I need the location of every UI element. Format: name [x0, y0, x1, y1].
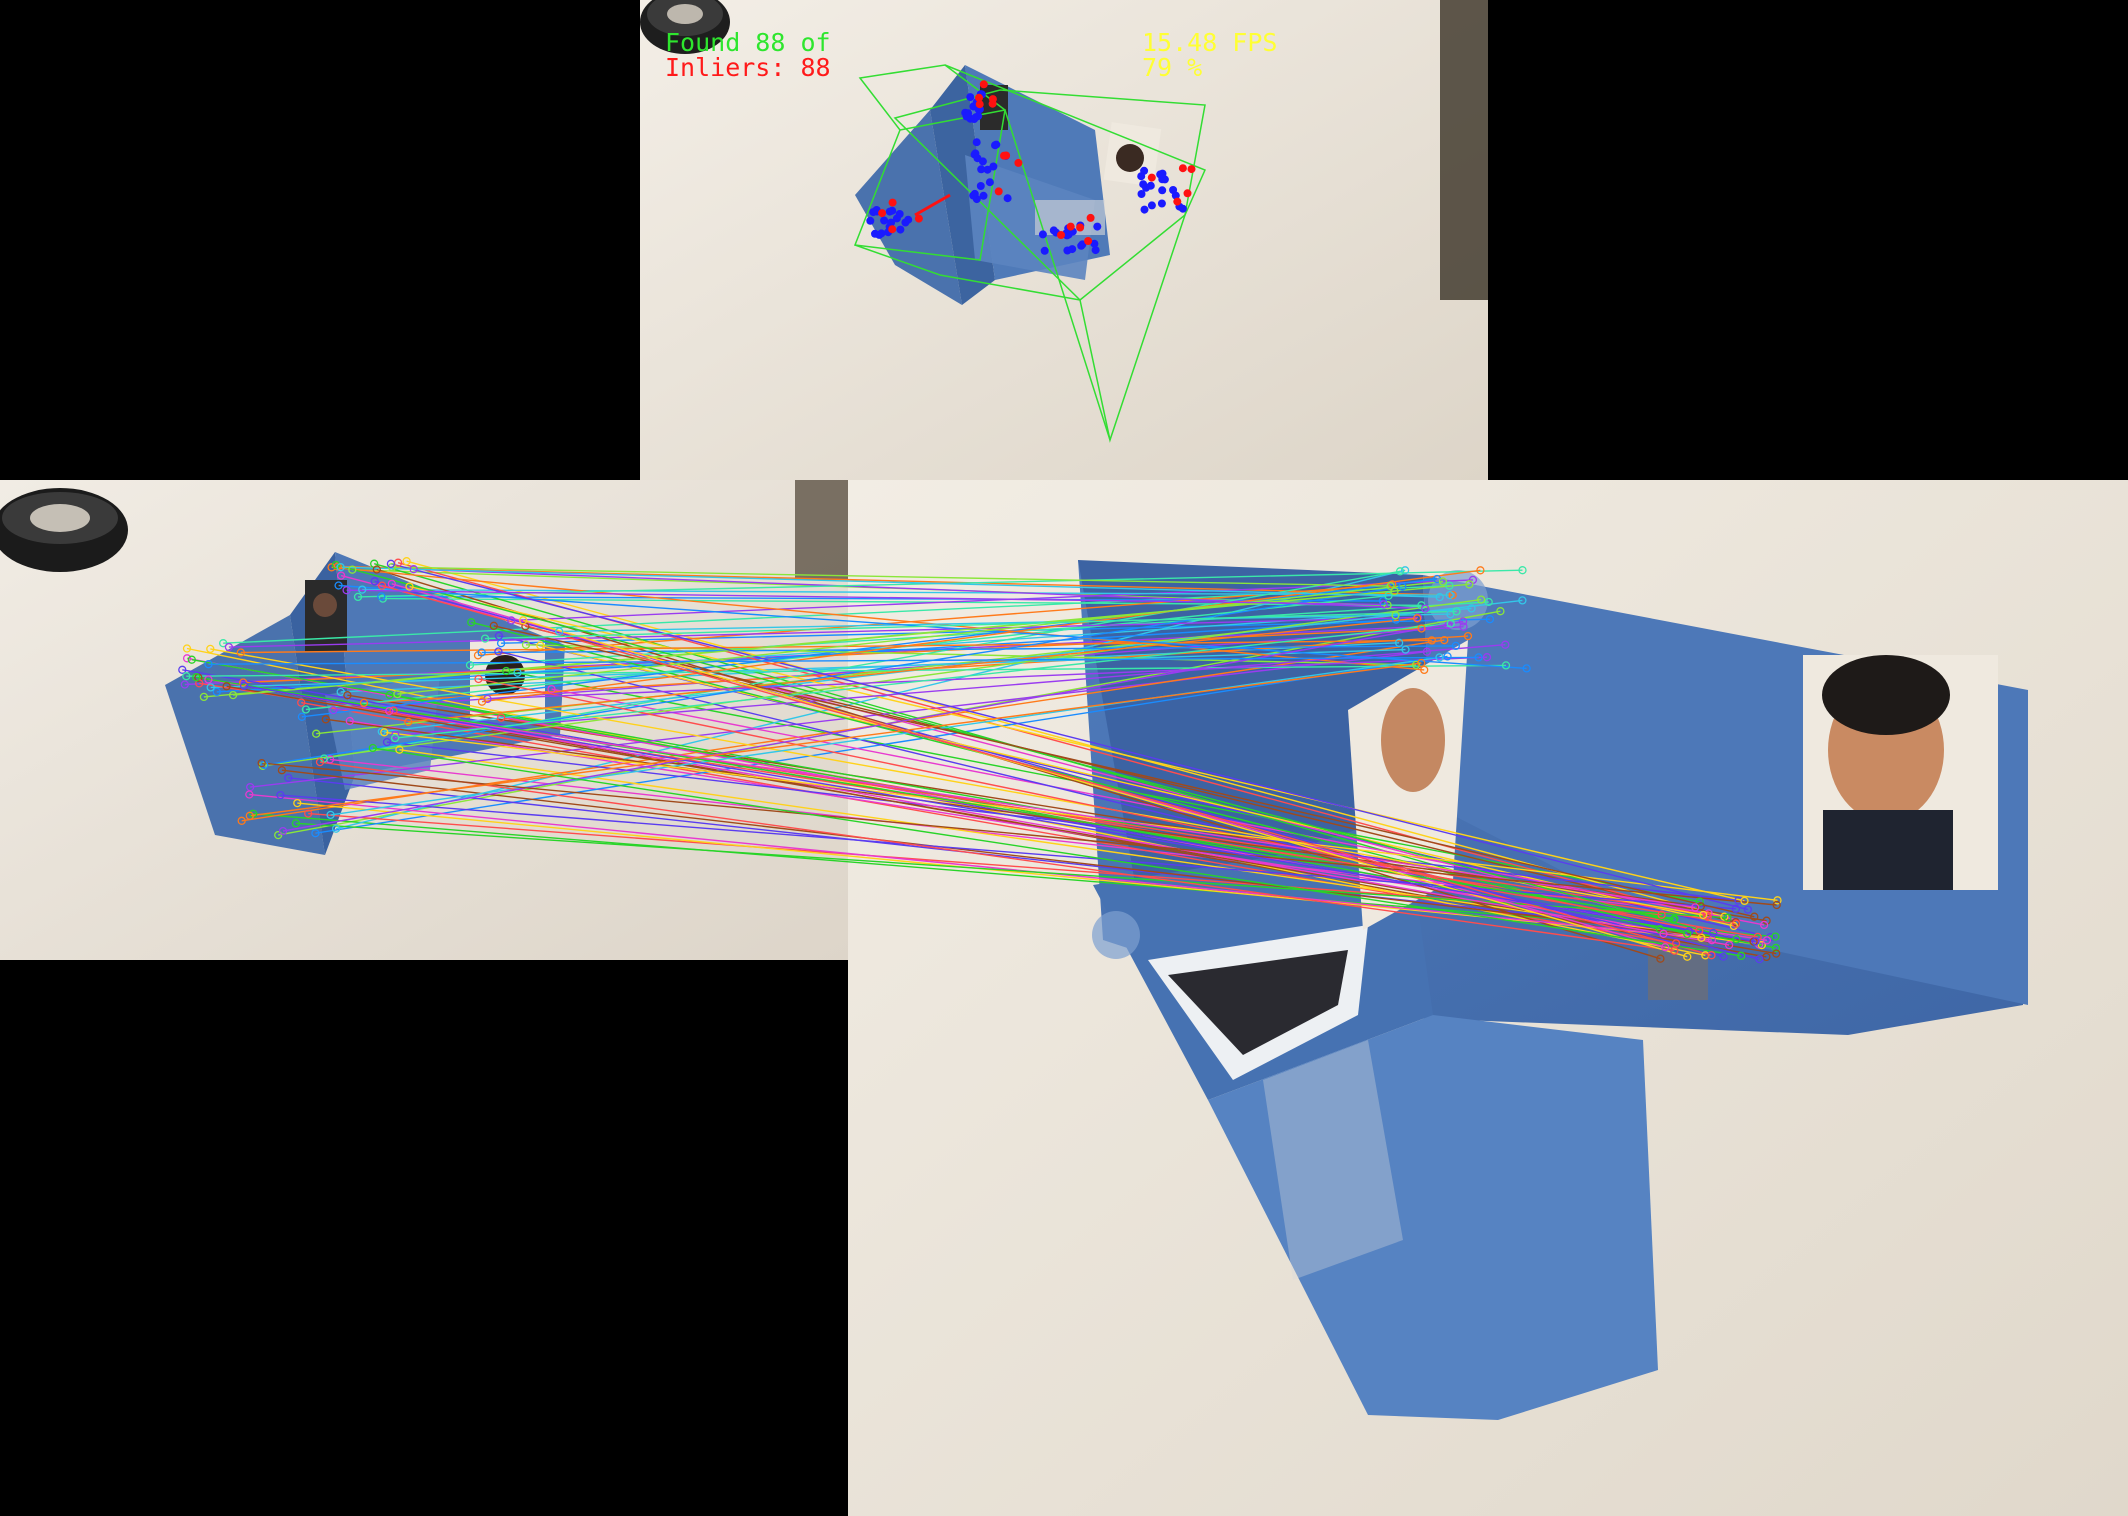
- found-matches-text: Found 88 of 111 matches: [665, 28, 848, 57]
- inlier-point: [972, 138, 981, 147]
- inlier-point: [1068, 245, 1077, 254]
- outlier-point: [1178, 164, 1187, 173]
- pose-axis: [914, 193, 951, 217]
- pose-box-edge: [944, 64, 1207, 216]
- inlier-point: [1093, 222, 1102, 231]
- inlier-point: [989, 162, 998, 171]
- tape-roll-icon: [0, 488, 128, 572]
- outlier-point: [975, 93, 983, 102]
- fps-text: 15.48 FPS: [1142, 28, 1277, 57]
- outlier-point: [979, 80, 988, 89]
- inlier-point: [1137, 190, 1146, 198]
- inlier-point: [866, 216, 875, 225]
- reference-scene: [0, 480, 848, 960]
- pose-box-edge: [854, 214, 1186, 443]
- inlier-point: [1158, 186, 1167, 195]
- outlier-point: [1066, 222, 1075, 231]
- inlier-point: [887, 218, 896, 227]
- inlier-point: [976, 182, 985, 190]
- inlier-point: [880, 216, 889, 225]
- inlier-point: [983, 165, 992, 174]
- inlier-ratio-text: 79 %: [1142, 53, 1202, 82]
- inlier-point: [885, 207, 894, 216]
- outlier-points: [878, 80, 1196, 245]
- inlier-point: [869, 208, 878, 217]
- outlier-point: [1147, 173, 1156, 182]
- inlier-point: [977, 165, 986, 174]
- hud-layer: Found 88 of 111 matches Inliers: 88 - Ou…: [665, 28, 848, 82]
- outlier-point: [878, 209, 887, 218]
- inlier-point: [1157, 199, 1166, 208]
- outlier-point: [1086, 213, 1095, 222]
- outlier-point: [1084, 237, 1093, 245]
- university-logo-icon: [1428, 570, 1488, 630]
- inlier-point: [1140, 205, 1149, 214]
- outlier-point: [888, 198, 897, 207]
- inliers-outliers-text: Inliers: 88 - Outliers: 23: [665, 53, 848, 82]
- table-edge: [795, 480, 848, 580]
- university-logo-icon: [1092, 911, 1140, 959]
- outlier-point: [888, 225, 897, 234]
- inlier-point: [970, 189, 979, 198]
- pose-overlay: [853, 64, 1207, 443]
- inlier-point: [1003, 194, 1012, 203]
- inlier-point: [985, 178, 994, 187]
- tracking-scene: [640, 0, 1488, 480]
- outlier-point: [1076, 223, 1085, 232]
- inlier-point: [979, 191, 988, 200]
- outlier-point: [1173, 197, 1182, 206]
- outlier-point: [1187, 165, 1196, 174]
- inlier-point: [1146, 181, 1155, 190]
- inlier-point: [1091, 246, 1100, 255]
- outlier-point: [1000, 151, 1008, 160]
- portrait-photo-icon: [485, 655, 525, 695]
- tape-roll-icon: [640, 0, 730, 54]
- inlier-point: [1169, 186, 1178, 194]
- outlier-point: [1014, 158, 1023, 167]
- tracking-view: Found 88 of 111 matches Inliers: 88 - Ou…: [640, 0, 1488, 480]
- outlier-point: [1057, 231, 1065, 239]
- outlier-point: [988, 95, 997, 104]
- inlier-point: [1040, 246, 1049, 255]
- inlier-point: [1090, 239, 1099, 248]
- pose-box-edge: [899, 109, 1111, 441]
- scene-photo: [848, 480, 2128, 1516]
- inlier-point: [1139, 180, 1148, 189]
- fps-layer: 15.48 FPS 79 %: [1142, 28, 1277, 82]
- outlier-point: [975, 100, 984, 109]
- inlier-point: [1038, 230, 1047, 239]
- inlier-point: [1147, 201, 1156, 210]
- inlier-point: [962, 112, 971, 121]
- inlier-point: [973, 154, 982, 163]
- table-edge: [1440, 0, 1488, 300]
- outlier-point: [914, 214, 923, 223]
- inlier-point: [1140, 166, 1149, 175]
- inlier-point: [901, 218, 910, 227]
- inlier-point: [970, 115, 979, 123]
- inlier-point: [1156, 170, 1165, 179]
- reference-image: [0, 480, 848, 960]
- inlier-point: [875, 230, 884, 239]
- inlier-point: [966, 93, 975, 102]
- outlier-point: [994, 187, 1003, 196]
- inlier-point: [896, 225, 905, 234]
- scene-image: [848, 480, 2128, 1516]
- inlier-point: [991, 141, 999, 150]
- inlier-point: [895, 210, 904, 218]
- outlier-point: [1183, 189, 1192, 198]
